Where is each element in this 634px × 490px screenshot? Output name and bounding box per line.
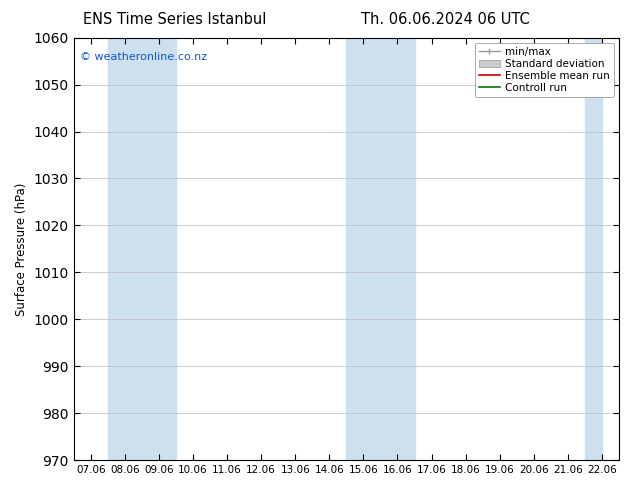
Legend: min/max, Standard deviation, Ensemble mean run, Controll run: min/max, Standard deviation, Ensemble me… xyxy=(475,43,614,98)
Text: © weatheronline.co.nz: © weatheronline.co.nz xyxy=(81,52,207,62)
Text: Th. 06.06.2024 06 UTC: Th. 06.06.2024 06 UTC xyxy=(361,12,530,27)
Bar xyxy=(108,38,176,460)
Text: ENS Time Series Istanbul: ENS Time Series Istanbul xyxy=(83,12,266,27)
Bar xyxy=(585,38,602,460)
Y-axis label: Surface Pressure (hPa): Surface Pressure (hPa) xyxy=(15,182,28,316)
Bar xyxy=(346,38,415,460)
